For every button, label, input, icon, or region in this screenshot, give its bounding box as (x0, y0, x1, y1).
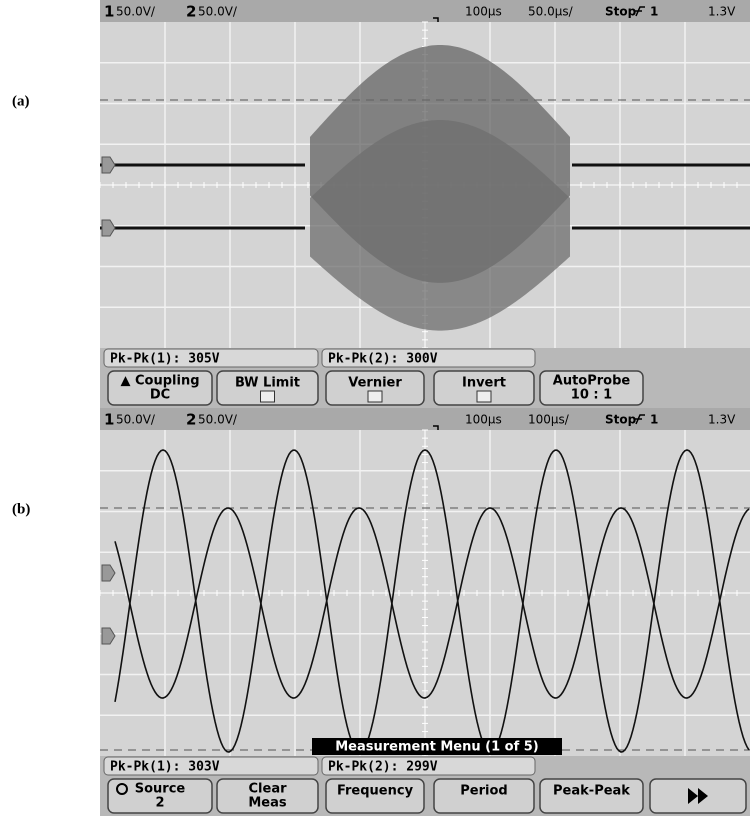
panel-label: (b) (12, 501, 30, 517)
softkey-label: Frequency (337, 784, 414, 799)
measurement: Pk-Pk(1): 305V (110, 352, 220, 367)
checkbox (477, 391, 491, 402)
status-text: Stop (605, 5, 637, 19)
status-text: 1 (104, 3, 114, 21)
softkey-label: BW Limit (235, 376, 300, 391)
status-text: 50.0V/ (198, 5, 238, 19)
softkey-label: 10 : 1 (571, 388, 612, 403)
softkey-label: Peak-Peak (553, 784, 630, 799)
softkey-label: ▲ Coupling (120, 374, 199, 389)
status-text: 50.0µs/ (528, 5, 574, 19)
status-text: 1 (104, 411, 114, 429)
softkey-label: 2 (155, 796, 164, 811)
status-text: Stop (605, 413, 637, 427)
status-text: 50.0V/ (198, 413, 238, 427)
softkey-label: Meas (248, 796, 287, 811)
checkbox (261, 391, 275, 402)
panel-label: (a) (12, 93, 30, 109)
status-text: 1 (650, 5, 658, 19)
status-text: 1 (650, 413, 658, 427)
status-text: 1.3V (708, 5, 736, 19)
status-text: 100µs (465, 5, 502, 19)
softkey-label: Source (135, 782, 186, 797)
measurement: Pk-Pk(2): 300V (328, 352, 438, 367)
softkey-label: Invert (462, 376, 506, 391)
softkey-label: Vernier (348, 376, 402, 391)
status-text: 100µs (465, 413, 502, 427)
softkey-label: Clear (249, 782, 288, 797)
softkey-label: AutoProbe (553, 374, 631, 389)
measurement: Pk-Pk(2): 299V (328, 760, 438, 775)
status-text: 50.0V/ (116, 5, 156, 19)
softkey-label: DC (150, 388, 170, 403)
status-text: 100µs/ (528, 413, 570, 427)
figure: (a)150.0V/250.0V/100µs50.0µs/Stop11.3VPk… (0, 0, 750, 816)
menu-title: Measurement Menu (1 of 5) (335, 740, 539, 755)
checkbox (368, 391, 382, 402)
softkey-label: Period (460, 784, 507, 799)
measurement: Pk-Pk(1): 303V (110, 760, 220, 775)
status-text: 50.0V/ (116, 413, 156, 427)
status-text: 2 (186, 3, 196, 21)
status-text: 2 (186, 411, 196, 429)
status-text: 1.3V (708, 413, 736, 427)
